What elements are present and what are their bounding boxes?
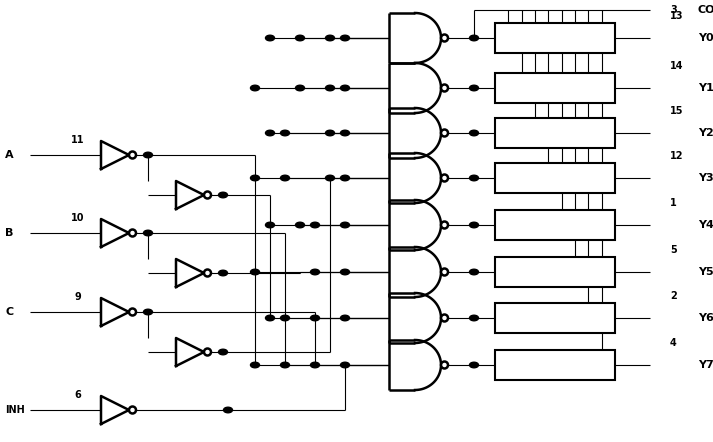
- Circle shape: [280, 175, 289, 181]
- Bar: [495, 303, 615, 333]
- Circle shape: [341, 175, 349, 181]
- Circle shape: [280, 130, 289, 136]
- Text: 5: 5: [670, 245, 677, 255]
- Text: 4: 4: [670, 338, 677, 348]
- Ellipse shape: [129, 229, 136, 236]
- Circle shape: [265, 35, 275, 41]
- Text: Y4: Y4: [698, 220, 713, 230]
- Circle shape: [218, 349, 227, 355]
- Text: Y6: Y6: [698, 313, 713, 323]
- Bar: [495, 73, 615, 103]
- Circle shape: [341, 269, 349, 275]
- Ellipse shape: [204, 270, 211, 277]
- Circle shape: [341, 85, 349, 91]
- Circle shape: [310, 222, 319, 228]
- Text: Y1: Y1: [698, 83, 713, 93]
- Ellipse shape: [441, 268, 448, 275]
- Circle shape: [265, 222, 275, 228]
- Text: 10: 10: [71, 213, 85, 223]
- Circle shape: [469, 175, 478, 181]
- Circle shape: [250, 175, 260, 181]
- Text: 3: 3: [670, 5, 677, 15]
- Bar: [495, 163, 615, 193]
- Circle shape: [265, 315, 275, 321]
- Bar: [495, 23, 615, 53]
- Circle shape: [295, 35, 304, 41]
- Circle shape: [326, 175, 334, 181]
- Text: 12: 12: [670, 151, 684, 161]
- Text: 14: 14: [670, 61, 684, 71]
- Circle shape: [218, 192, 227, 198]
- Circle shape: [469, 315, 478, 321]
- Circle shape: [250, 362, 260, 368]
- Text: INH: INH: [5, 405, 25, 415]
- Ellipse shape: [441, 84, 448, 91]
- Circle shape: [143, 152, 153, 158]
- Text: Y7: Y7: [698, 360, 713, 370]
- Bar: [495, 257, 615, 287]
- Circle shape: [265, 130, 275, 136]
- Text: Y5: Y5: [698, 267, 713, 277]
- Bar: [495, 118, 615, 148]
- Ellipse shape: [129, 309, 136, 316]
- Ellipse shape: [129, 152, 136, 159]
- Text: 11: 11: [71, 135, 85, 145]
- Text: Y0: Y0: [698, 33, 713, 43]
- Circle shape: [223, 407, 232, 413]
- Circle shape: [341, 362, 349, 368]
- Text: 2: 2: [670, 291, 677, 301]
- Ellipse shape: [204, 348, 211, 355]
- Ellipse shape: [441, 315, 448, 321]
- Bar: [495, 350, 615, 380]
- Text: 9: 9: [75, 292, 81, 302]
- Text: C: C: [5, 307, 13, 317]
- Text: COM: COM: [698, 5, 713, 15]
- Text: B: B: [5, 228, 14, 238]
- Circle shape: [250, 85, 260, 91]
- Ellipse shape: [441, 175, 448, 182]
- Ellipse shape: [441, 130, 448, 137]
- Circle shape: [143, 309, 153, 315]
- Bar: [495, 210, 615, 240]
- Circle shape: [341, 222, 349, 228]
- Circle shape: [310, 315, 319, 321]
- Text: 13: 13: [670, 11, 684, 21]
- Circle shape: [326, 130, 334, 136]
- Circle shape: [326, 35, 334, 41]
- Circle shape: [341, 130, 349, 136]
- Text: A: A: [5, 150, 14, 160]
- Circle shape: [341, 35, 349, 41]
- Circle shape: [310, 269, 319, 275]
- Circle shape: [469, 269, 478, 275]
- Ellipse shape: [441, 34, 448, 42]
- Circle shape: [218, 270, 227, 276]
- Circle shape: [295, 85, 304, 91]
- Ellipse shape: [441, 362, 448, 369]
- Circle shape: [469, 85, 478, 91]
- Text: Y2: Y2: [698, 128, 713, 138]
- Text: 1: 1: [670, 198, 677, 208]
- Circle shape: [469, 130, 478, 136]
- Circle shape: [469, 362, 478, 368]
- Circle shape: [250, 269, 260, 275]
- Circle shape: [469, 35, 478, 41]
- Circle shape: [295, 222, 304, 228]
- Ellipse shape: [441, 221, 448, 229]
- Ellipse shape: [204, 191, 211, 198]
- Circle shape: [341, 315, 349, 321]
- Text: 6: 6: [75, 390, 81, 400]
- Text: Y3: Y3: [698, 173, 713, 183]
- Circle shape: [280, 315, 289, 321]
- Circle shape: [326, 85, 334, 91]
- Ellipse shape: [129, 407, 136, 414]
- Circle shape: [310, 362, 319, 368]
- Circle shape: [143, 230, 153, 236]
- Text: 15: 15: [670, 106, 684, 116]
- Circle shape: [469, 222, 478, 228]
- Circle shape: [280, 362, 289, 368]
